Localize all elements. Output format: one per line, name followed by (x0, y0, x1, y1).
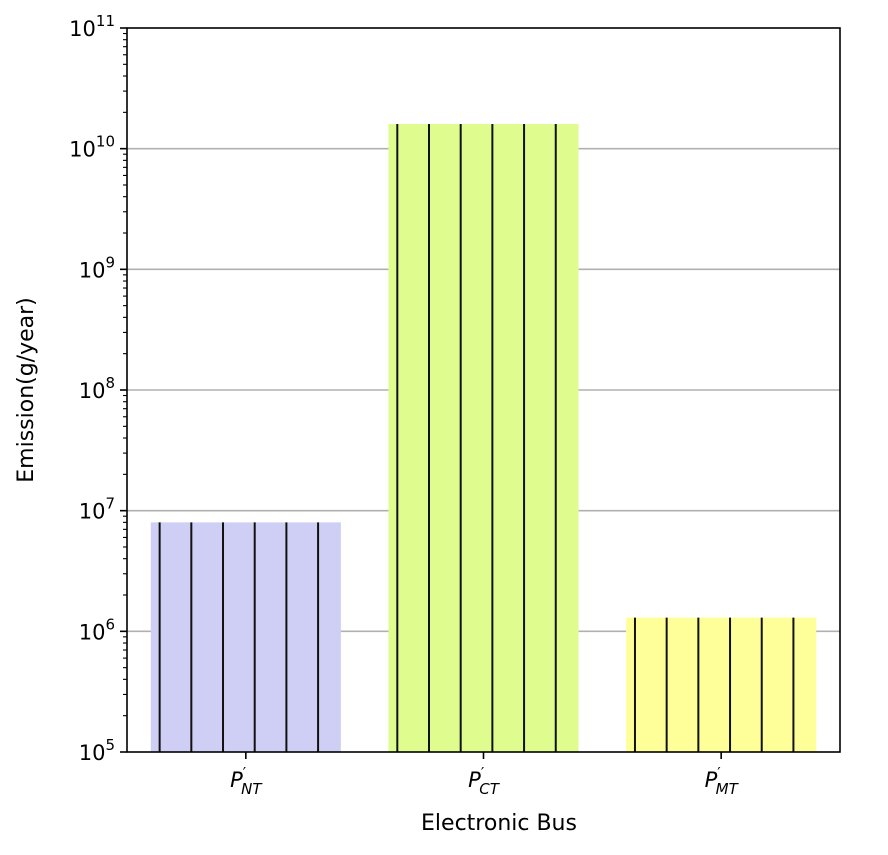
x-axis-label: Electronic Bus (421, 811, 577, 836)
y-tick-label: 105 (79, 736, 115, 765)
x-axis-ticks: P′ NT P′ CT P′ MT (230, 752, 740, 798)
bar (626, 617, 817, 752)
x-tick-label: P′ NT (230, 764, 263, 798)
y-tick-label: 106 (79, 615, 115, 644)
y-axis-ticks: 105 106 107 108 109 1010 1011 (69, 12, 127, 765)
y-tick-label: 1010 (69, 133, 115, 162)
bars (150, 124, 817, 752)
y-axis-label: Emission(g/year) (14, 297, 39, 483)
y-tick-label: 108 (79, 374, 115, 403)
bar (150, 522, 341, 752)
y-tick-label: 107 (79, 495, 115, 524)
x-tick-label: P′ MT (705, 764, 740, 798)
y-tick-label: 109 (79, 253, 115, 282)
y-tick-label: 1011 (69, 12, 115, 41)
bar (388, 124, 579, 752)
x-tick-label: P′ CT (468, 764, 501, 798)
